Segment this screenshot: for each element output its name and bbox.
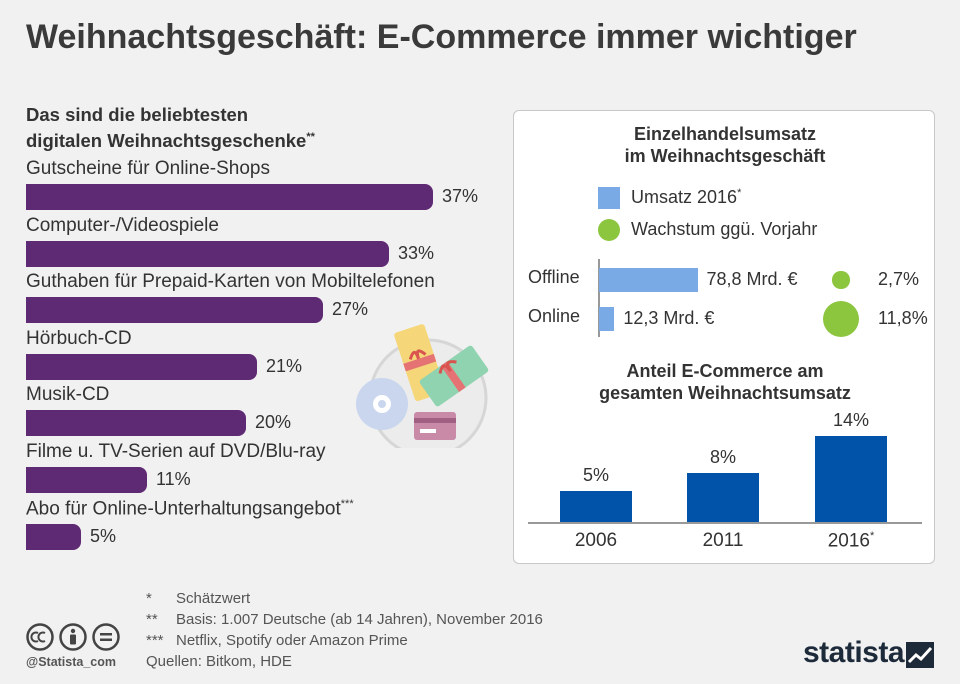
footnote-mark: *: [146, 590, 152, 607]
sales-axis-line: [598, 259, 600, 337]
legend-growth-swatch: [598, 219, 620, 241]
share-chart-title: Anteil E-Commerce am gesamten Weihnachts…: [514, 360, 936, 404]
source-line: Quellen: Bitkom, HDE: [146, 651, 543, 672]
share-category-label: 2006: [574, 530, 618, 551]
gift-category-label: Abo für Online-Unterhaltungsangebot***: [26, 497, 354, 519]
sales-category-label: Offline: [528, 267, 580, 287]
growth-value-label: 2,7%: [878, 269, 920, 289]
share-bar: [815, 435, 887, 522]
gift-category-label: Computer-/Videospiele: [26, 214, 219, 236]
gift-value-label: 27%: [332, 299, 369, 320]
credit-card-icon: [414, 412, 456, 440]
share-value-label: 8%: [709, 446, 736, 467]
sales-chart-title: Einzelhandelsumsatz im Weihnachtsgeschäf…: [514, 123, 936, 167]
legend-sales: Umsatz 2016*: [631, 187, 741, 208]
gifts-title-line1: Das sind die beliebtesten: [26, 104, 249, 125]
sales-title-line2: im Weihnachtsgeschäft: [624, 146, 826, 166]
source-text: Quellen: Bitkom, HDE: [146, 653, 292, 670]
gift-value-label: 37%: [442, 186, 479, 206]
license-icons[interactable]: [26, 622, 120, 652]
gift-category-label: Gutscheine für Online-Shops: [26, 158, 270, 179]
gift-bar: [26, 523, 81, 550]
growth-dot: [822, 300, 860, 338]
share-title-line1: Anteil E-Commerce am: [626, 361, 824, 381]
gift-bar: [26, 297, 323, 324]
sales-bar: [599, 268, 698, 292]
gift-bar: [26, 410, 246, 437]
gift-value-label: 21%: [266, 355, 303, 376]
retail-panel: Einzelhandelsumsatz im Weihnachtsgeschäf…: [513, 110, 935, 564]
no-derivatives-icon: [92, 623, 120, 651]
footnote: * Schätzwert: [146, 588, 543, 609]
cd-icon: [356, 378, 408, 430]
growth-value-label: 11,8%: [878, 308, 928, 328]
gift-category-label: Filme u. TV-Serien auf DVD/Blu-ray: [26, 441, 326, 462]
share-value-label: 5%: [582, 465, 609, 486]
footnotes: * Schätzwert ** Basis: 1.007 Deutsche (ab …: [146, 588, 543, 672]
footnote-text: Schätzwert: [176, 590, 251, 607]
sales-bar: [599, 307, 615, 331]
share-category-label: 2011: [702, 530, 744, 551]
statista-logo-icon: [906, 642, 934, 668]
sales-value-label: 12,3 Mrd. €: [623, 308, 715, 328]
sales-title-line1: Einzelhandelsumsatz: [633, 124, 817, 144]
gifts-chart-title: Das sind die beliebtesten digitalen Weih…: [26, 104, 315, 152]
share-bar: [560, 491, 632, 522]
sales-category-label: Online: [528, 306, 581, 326]
statista-handle[interactable]: @Statista_com: [26, 655, 116, 669]
share-baseline: [528, 522, 922, 524]
footnote: *** Netflix, Spotify oder Amazon Prime: [146, 630, 543, 651]
share-value-label: 14%: [832, 409, 870, 430]
gift-bar: [26, 184, 433, 210]
gift-illustration: [356, 324, 489, 448]
growth-dot: [832, 271, 850, 289]
cc-icon: [26, 623, 54, 651]
share-category-mark: *: [870, 530, 875, 542]
gift-bar: [26, 467, 147, 493]
gift-category-label: Musik-CD: [26, 384, 110, 406]
page-title: Weihnachtsgeschäft: E-Commerce immer wic…: [26, 18, 857, 56]
gift-bar: [26, 353, 257, 380]
gift-card-icon: [419, 345, 489, 407]
footnote-text: Basis: 1.007 Deutsche (ab 14 Jahren), No…: [176, 611, 543, 628]
legend-sales-label: Umsatz 2016: [631, 187, 738, 207]
gift-category-label: Guthaben für Prepaid-Karten von Mobiltel…: [26, 271, 435, 293]
statista-logo[interactable]: statista: [803, 636, 905, 669]
footnote: ** Basis: 1.007 Deutsche (ab 14 Jahren), …: [146, 609, 543, 630]
gift-value-label: 11%: [156, 469, 191, 489]
footnote-mark: **: [146, 611, 158, 628]
gift-value-label: 33%: [398, 242, 435, 263]
gifts-title-line2: digitalen Weihnachtsgeschenke: [26, 130, 307, 152]
share-title-line2: gesamten Weihnachtsumsatz: [599, 383, 851, 403]
legend-sales-swatch: [598, 187, 620, 209]
footnote-text: Netflix, Spotify oder Amazon Prime: [176, 632, 408, 649]
gift-bar: [26, 240, 389, 267]
share-category-label: 2016*: [827, 530, 875, 552]
footnote-mark: ***: [146, 632, 164, 649]
sales-value-label: 78,8 Mrd. €: [706, 269, 798, 289]
legend-sales-mark: *: [737, 187, 742, 199]
gift-category-mark: ***: [340, 497, 354, 510]
gifts-title-mark: **: [306, 131, 315, 143]
share-bar: [687, 472, 759, 522]
gift-value-label: 5%: [90, 525, 117, 546]
gift-value-label: 20%: [255, 412, 292, 433]
attribution-icon: [59, 623, 87, 651]
legend-growth: Wachstum ggü. Vorjahr: [631, 219, 818, 239]
gift-category-label: Hörbuch-CD: [26, 327, 132, 349]
